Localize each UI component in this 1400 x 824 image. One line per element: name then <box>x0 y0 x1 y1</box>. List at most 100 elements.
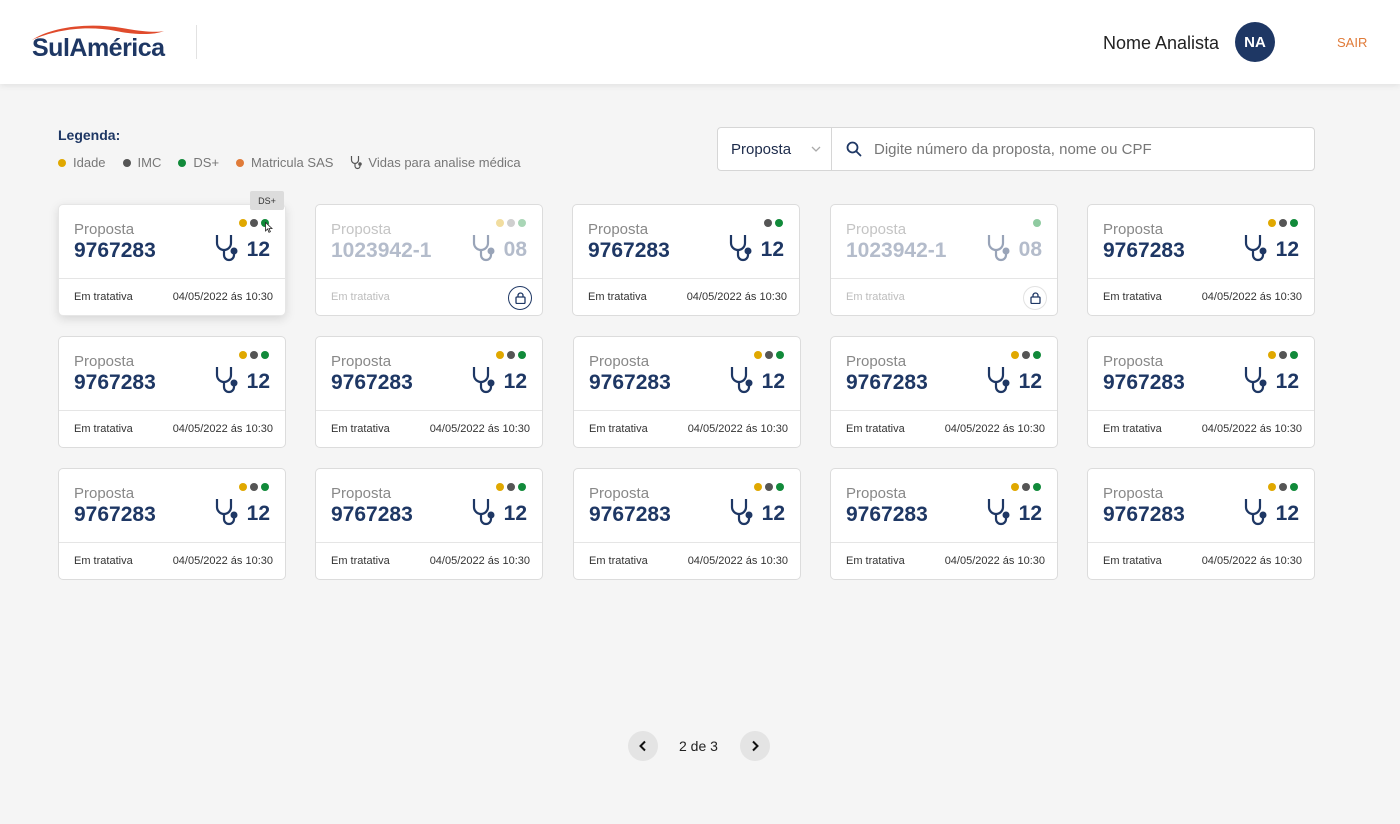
lives-count: 08 <box>503 238 527 261</box>
green-dot-icon <box>178 158 187 167</box>
card-date: 04/05/2022 ás 10:30 <box>944 555 1045 567</box>
ds-dot-icon <box>518 351 526 359</box>
avatar[interactable]: NA <box>1235 22 1275 62</box>
user-name: Nome Analista <box>1103 33 1220 53</box>
stethoscope-icon <box>472 367 495 394</box>
proposal-number: 9767283 <box>1103 239 1185 262</box>
stethoscope-icon <box>1244 235 1267 262</box>
card-status: Em tratativa <box>589 423 648 435</box>
proposal-card[interactable]: Proposta 9767283 12 Em tratativa 04/05/2… <box>830 468 1058 580</box>
chevron-left-icon <box>639 740 646 752</box>
proposal-card[interactable]: Proposta 9767283 12 Em tratativa 04/05/2… <box>58 468 286 580</box>
card-indicators <box>1008 483 1041 491</box>
card-indicators <box>1008 351 1041 359</box>
card-body: Proposta 9767283 12 <box>59 205 285 279</box>
proposal-card[interactable]: Proposta 9767283 12 Em tratativa 04/05/2… <box>315 336 543 448</box>
lives-count: 12 <box>503 502 527 525</box>
card-date: 04/05/2022 ás 10:30 <box>1201 423 1302 435</box>
lives-count: 12 <box>246 502 270 525</box>
lives-count: 12 <box>761 370 785 393</box>
proposal-number: 1023942-1 <box>331 239 432 262</box>
imc-dot-icon <box>250 219 258 227</box>
card-date: 04/05/2022 ás 10:30 <box>687 423 788 435</box>
proposal-card[interactable]: Proposta 9767283 12 Em tratativa 04/05/2… <box>315 468 543 580</box>
imc-dot-icon <box>507 219 515 227</box>
proposal-card[interactable]: Proposta 9767283 12 Em tratativa 04/05/2… <box>830 336 1058 448</box>
proposal-card[interactable]: Proposta 9767283 12 Em tratativa 04/05/2… <box>58 204 286 316</box>
logout-button[interactable]: SAIR <box>1337 35 1368 50</box>
card-date: 04/05/2022 ás 10:30 <box>172 291 273 303</box>
ds-dot-icon <box>776 483 784 491</box>
card-body: Proposta 9767283 12 <box>316 469 542 543</box>
legend-title: Legenda: <box>58 127 121 143</box>
card-indicators <box>751 351 784 359</box>
card-label: Proposta <box>846 221 907 238</box>
gray-dot-icon <box>122 158 131 167</box>
proposal-card[interactable]: Proposta 9767283 12 Em tratativa 04/05/2… <box>573 336 801 448</box>
search-type-select[interactable]: Proposta <box>718 128 832 170</box>
stethoscope-icon <box>730 499 753 526</box>
idade-dot-icon <box>496 219 504 227</box>
sulamerica-logo[interactable]: SulAmérica <box>30 22 170 64</box>
proposal-card[interactable]: Proposta 9767283 12 Em tratativa 04/05/2… <box>1087 336 1315 448</box>
lives-count: 08 <box>1018 238 1042 261</box>
lock-button[interactable] <box>508 286 532 310</box>
search-input[interactable] <box>874 140 1294 158</box>
card-label: Proposta <box>589 353 650 370</box>
stethoscope-icon <box>215 367 238 394</box>
lock-icon <box>514 292 526 304</box>
lives-count: 12 <box>1275 238 1299 261</box>
imc-dot-icon <box>1279 351 1287 359</box>
card-indicators <box>1265 351 1298 359</box>
imc-dot-icon <box>250 483 258 491</box>
proposal-card-locked[interactable]: Proposta 1023942-1 08 Em tratativa <box>830 204 1058 316</box>
idade-dot-icon <box>754 483 762 491</box>
idade-dot-icon <box>1268 483 1276 491</box>
next-page-button[interactable] <box>740 731 770 761</box>
legend-item-idade: Idade <box>58 155 106 170</box>
idade-dot-icon <box>496 483 504 491</box>
ds-dot-icon <box>775 219 783 227</box>
proposal-number: 9767283 <box>74 503 156 526</box>
card-indicators <box>493 219 526 227</box>
chevron-right-icon <box>752 740 759 752</box>
card-label: Proposta <box>74 485 135 502</box>
stethoscope-icon <box>987 499 1010 526</box>
proposal-card[interactable]: Proposta 9767283 12 Em tratativa 04/05/2… <box>1087 468 1315 580</box>
card-indicators <box>1265 219 1298 227</box>
lives-count: 12 <box>760 238 784 261</box>
proposal-card[interactable]: Proposta 9767283 12 Em tratativa 04/05/2… <box>572 204 800 316</box>
ds-dot-icon <box>518 219 526 227</box>
ds-dot-icon[interactable] <box>261 219 269 227</box>
proposal-card[interactable]: Proposta 9767283 12 Em tratativa 04/05/2… <box>58 336 286 448</box>
page-indicator: 2 de 3 <box>679 738 718 754</box>
card-status: Em tratativa <box>331 423 390 435</box>
stethoscope-icon <box>730 367 753 394</box>
proposal-card-locked[interactable]: Proposta 1023942-1 08 Em tratativa <box>315 204 543 316</box>
proposal-card[interactable]: Proposta 9767283 12 Em tratativa 04/05/2… <box>573 468 801 580</box>
card-label: Proposta <box>74 353 135 370</box>
ds-dot-icon <box>1033 219 1041 227</box>
imc-dot-icon <box>765 483 773 491</box>
card-status: Em tratativa <box>331 291 390 303</box>
previous-page-button[interactable] <box>628 731 658 761</box>
imc-dot-icon <box>765 351 773 359</box>
card-date: 04/05/2022 ás 10:30 <box>686 291 787 303</box>
card-label: Proposta <box>589 485 650 502</box>
ds-dot-icon <box>518 483 526 491</box>
card-label: Proposta <box>1103 353 1164 370</box>
card-label: Proposta <box>846 485 907 502</box>
lives-count: 12 <box>761 502 785 525</box>
stethoscope-icon <box>729 235 752 262</box>
proposal-card[interactable]: Proposta 9767283 12 Em tratativa 04/05/2… <box>1087 204 1315 316</box>
card-label: Proposta <box>588 221 649 238</box>
lock-button[interactable] <box>1023 286 1047 310</box>
card-status: Em tratativa <box>331 555 390 567</box>
proposal-number: 9767283 <box>588 239 670 262</box>
card-label: Proposta <box>331 485 392 502</box>
stethoscope-icon <box>472 235 495 262</box>
legend-item-matricula-sas: Matricula SAS <box>236 155 333 170</box>
card-date: 04/05/2022 ás 10:30 <box>1201 291 1302 303</box>
card-label: Proposta <box>331 221 392 238</box>
card-indicators <box>751 483 784 491</box>
